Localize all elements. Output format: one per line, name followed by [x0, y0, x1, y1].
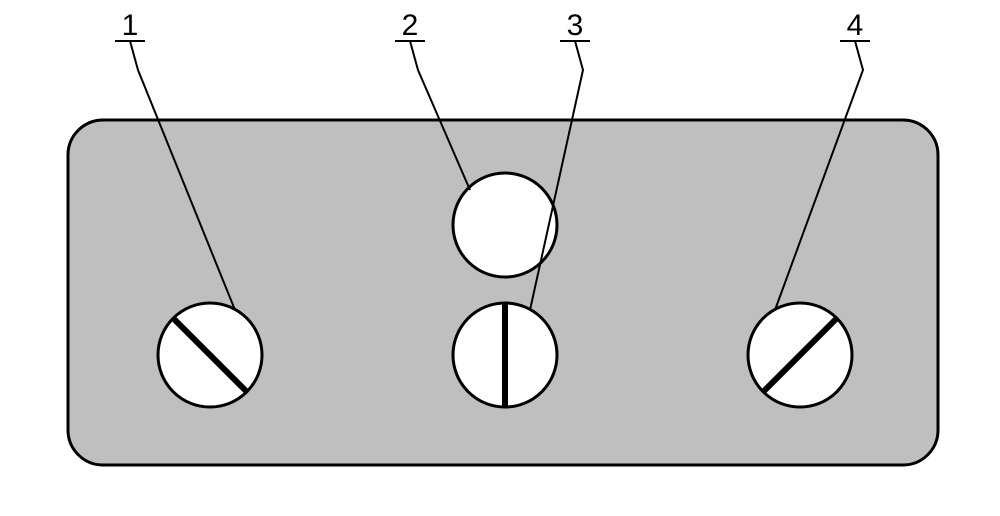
callout-label-4: 4: [847, 9, 864, 42]
callout-label-1: 1: [122, 9, 139, 42]
diagram-svg: 1 2 3 4: [0, 0, 1000, 516]
callout-label-2: 2: [402, 9, 419, 42]
callout-label-3: 3: [567, 9, 584, 42]
